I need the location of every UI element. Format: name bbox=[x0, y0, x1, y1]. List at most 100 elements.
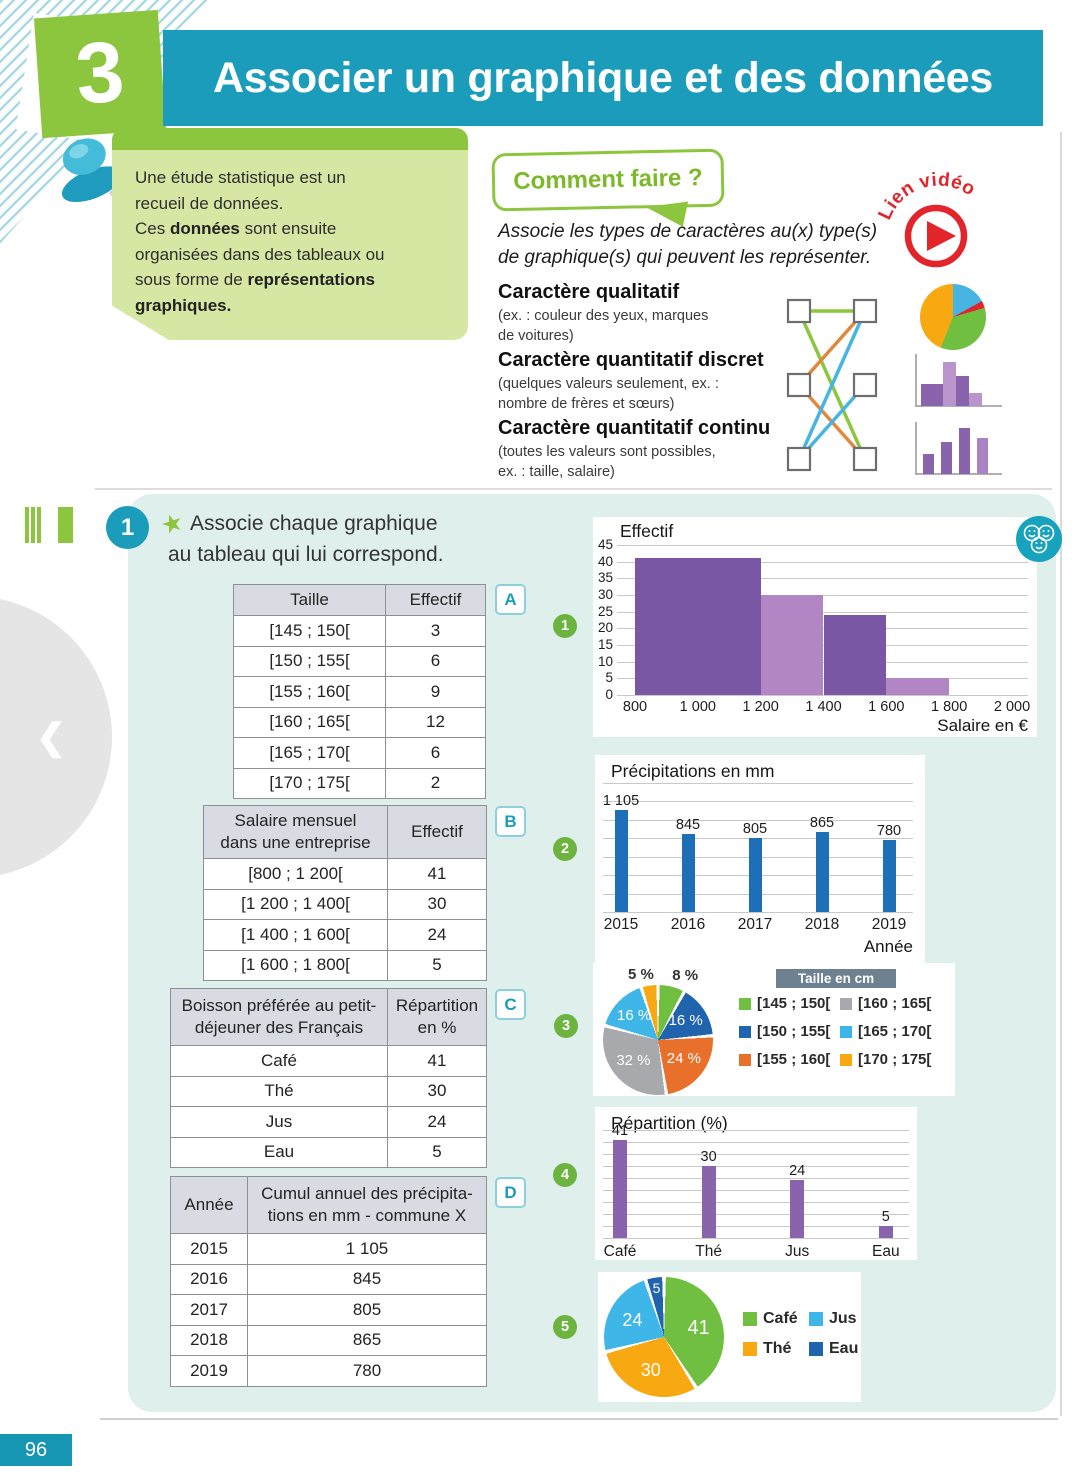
exercise-prompt-line-2: au tableau qui lui correspond. bbox=[168, 543, 444, 566]
x-tick-label: Jus bbox=[785, 1243, 810, 1260]
table-header: Effectif bbox=[387, 805, 487, 859]
table-cell: [145 ; 150[ bbox=[233, 615, 386, 647]
intro-card: Une étude statistique est un recueil de … bbox=[112, 150, 468, 340]
table-row: [155 ; 160[9 bbox=[233, 676, 486, 708]
chart-plot bbox=[617, 545, 1028, 696]
exercise-prompt-line-1: Associe chaque graphique bbox=[190, 512, 438, 535]
group-activity-icon[interactable] bbox=[1016, 516, 1062, 562]
table-row: Thé 30 bbox=[170, 1075, 487, 1107]
chevron-left-icon[interactable]: ❮ bbox=[36, 716, 67, 757]
table-cell: [170 ; 175[ bbox=[233, 767, 386, 799]
x-tick-label: 1 200 bbox=[742, 699, 779, 715]
page-number: 96 bbox=[0, 1434, 72, 1466]
bar-value-label: 41 bbox=[611, 1122, 629, 1139]
section-divider bbox=[95, 488, 1052, 490]
table-cell: Eau bbox=[170, 1136, 388, 1168]
barcode-decoration bbox=[25, 507, 29, 543]
chart-card-boisson-pie: Café Jus Thé Eau 41 30 24 5 bbox=[598, 1272, 861, 1402]
legend-label: [160 ; 165[ bbox=[858, 995, 932, 1012]
chart-card-precipitations: Précipitations en mm 1 105 845 805 865 780 2… bbox=[595, 755, 925, 967]
intro-text: Une étude statistique est un recueil de … bbox=[135, 168, 385, 315]
bar-value-label: 1 105 bbox=[602, 793, 640, 810]
table-cell: 24 bbox=[387, 1106, 487, 1138]
page-frame-line bbox=[1060, 132, 1062, 1416]
legend-item: Café bbox=[743, 1310, 809, 1328]
table-cell: 845 bbox=[247, 1263, 487, 1295]
table-cell: 805 bbox=[247, 1294, 487, 1326]
legend-item: Eau bbox=[809, 1340, 881, 1358]
gridline bbox=[617, 695, 1028, 696]
chart-badge-5: 5 bbox=[553, 1315, 577, 1339]
histogram-bar bbox=[886, 678, 950, 695]
table-row: 2018 865 bbox=[170, 1324, 487, 1356]
y-tick-label: 20 bbox=[597, 620, 613, 636]
table-row: [170 ; 175[2 bbox=[233, 767, 486, 799]
x-tick-label: 2016 bbox=[670, 916, 706, 933]
category-discrete-note: (quelques valeurs seulement, ex. : nombr… bbox=[498, 376, 719, 412]
gridline bbox=[617, 545, 1028, 546]
legend-item: [165 ; 170[ bbox=[840, 1023, 946, 1040]
x-tick-label: 800 bbox=[622, 699, 648, 715]
play-icon bbox=[927, 221, 956, 251]
table-header: Répartition en % bbox=[387, 988, 487, 1046]
table-header: Effectif bbox=[385, 584, 486, 616]
gridline bbox=[603, 1166, 909, 1167]
table-row: 2019 780 bbox=[170, 1355, 487, 1387]
table-header: Salaire mensuel dans une entreprise bbox=[203, 805, 388, 859]
gridline bbox=[603, 1238, 909, 1239]
table-row: 2015 1 105 bbox=[170, 1233, 487, 1265]
legend-item: [170 ; 175[ bbox=[840, 1051, 946, 1068]
pushpin-icon bbox=[61, 138, 143, 229]
legend-label: Café bbox=[763, 1310, 798, 1327]
video-link[interactable]: Lien vidéo bbox=[872, 152, 1004, 282]
chapter-number-badge: 3 bbox=[33, 9, 167, 139]
x-tick-label: 2019 bbox=[871, 916, 907, 933]
bar bbox=[878, 1226, 893, 1238]
legend-item: [150 ; 155[ bbox=[739, 1023, 840, 1040]
gridline bbox=[603, 783, 913, 784]
category-discrete-title: Caractère quantitatif discret bbox=[498, 349, 764, 371]
table-header: Boisson préférée au petit- déjeuner des … bbox=[170, 988, 388, 1046]
table-label-d: D bbox=[495, 1177, 526, 1208]
bar-chart-icon bbox=[915, 422, 1002, 475]
table-row: Jus 24 bbox=[170, 1106, 487, 1138]
table-row: [145 ; 150[3 bbox=[233, 615, 486, 647]
bar-value-label: 845 bbox=[675, 817, 701, 834]
exercise-number-badge: 1 bbox=[106, 506, 149, 549]
table-header: Année bbox=[170, 1176, 248, 1234]
matching-diagram bbox=[786, 298, 878, 472]
instruction-line-2: de graphique(s) qui peuvent les représen… bbox=[498, 247, 872, 268]
table-label-b: B bbox=[495, 806, 526, 837]
gridline bbox=[617, 561, 1028, 563]
legend: Café Jus Thé Eau bbox=[743, 1310, 881, 1358]
pie-slice-label: 32 % bbox=[616, 1052, 651, 1070]
table-cell: 24 bbox=[387, 919, 487, 951]
x-axis-title: Année bbox=[863, 937, 913, 956]
table-cell: 5 bbox=[387, 949, 487, 981]
instruction-line-1: Associe les types de caractères au(x) ty… bbox=[498, 221, 878, 242]
legend-swatch bbox=[739, 1053, 751, 1066]
table-cell: [800 ; 1 200[ bbox=[203, 858, 388, 890]
table-cell: 2 bbox=[385, 767, 486, 799]
legend-label: [165 ; 170[ bbox=[858, 1023, 932, 1040]
legend: [145 ; 150[ [160 ; 165[ [150 ; 155[ [165 ; … bbox=[739, 995, 946, 1068]
table-cell: 5 bbox=[387, 1136, 487, 1168]
legend-swatch bbox=[840, 1053, 852, 1066]
bar bbox=[815, 832, 829, 912]
y-axis-labels: 0 5 10 15 20 25 30 35 40 45 bbox=[593, 537, 613, 702]
table-row: 2017 805 bbox=[170, 1294, 487, 1326]
legend-label: Eau bbox=[829, 1340, 859, 1357]
page-title: Associer un graphique et des données bbox=[212, 54, 994, 102]
table-cell: 1 105 bbox=[247, 1233, 487, 1265]
histogram-icon bbox=[915, 354, 1002, 407]
legend-swatch bbox=[809, 1312, 823, 1326]
gridline bbox=[617, 578, 1028, 580]
pie-slice-label: 24 bbox=[622, 1309, 643, 1330]
table-cell: Café bbox=[170, 1045, 388, 1077]
chart-badge-4: 4 bbox=[553, 1163, 577, 1187]
table-row: [1 200 ; 1 400[30 bbox=[203, 888, 487, 920]
chart-badge-1: 1 bbox=[553, 614, 577, 638]
gridline bbox=[603, 1202, 909, 1203]
legend-label: [145 ; 150[ bbox=[757, 995, 831, 1012]
table-taille: Taille Effectif [145 ; 150[3 [150 ; 155[6… bbox=[233, 584, 486, 799]
